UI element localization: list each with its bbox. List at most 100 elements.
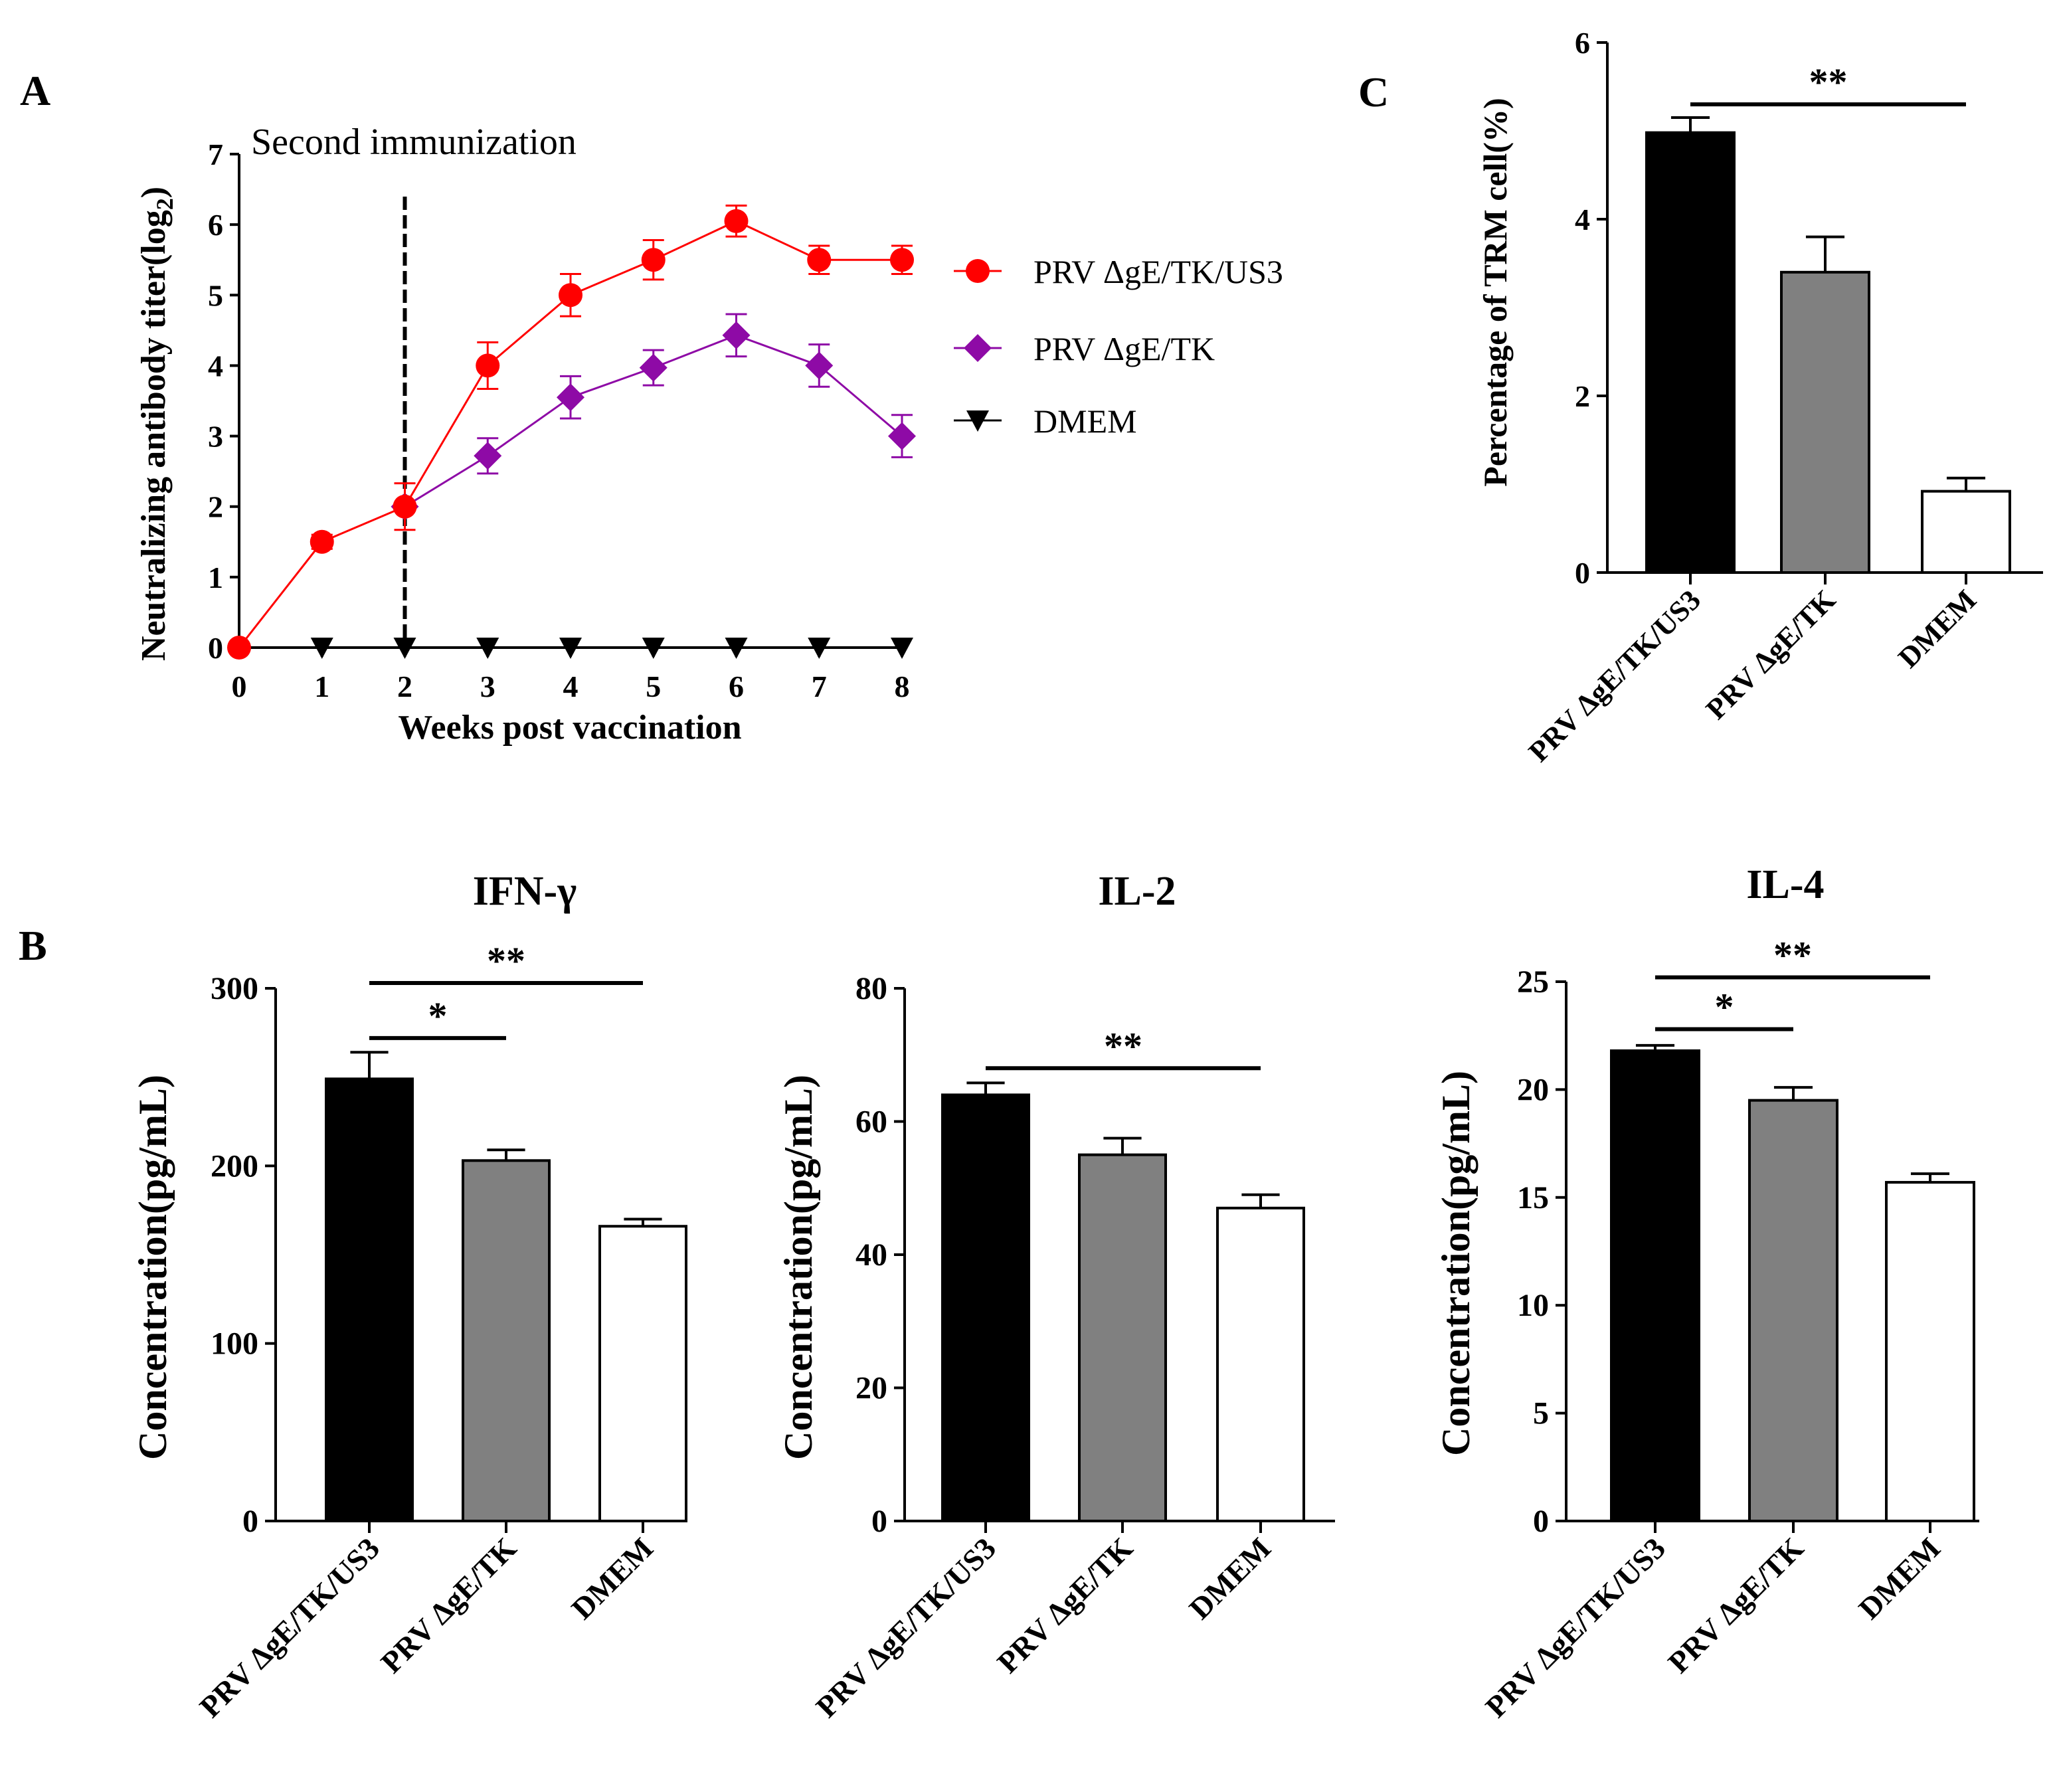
panel-a-x-label: Weeks post vaccination [398, 709, 741, 747]
c-category-label-tk: PRV ΔgE/TK [1700, 583, 1842, 725]
panel-a-y-tick-label: 6 [208, 208, 223, 242]
b3-bar-tk [1748, 1099, 1838, 1522]
panel-b-ifn-gamma-chart: IFN-γ Concentration(pg/mL) 0 100 200 300 PRV… [131, 869, 687, 1724]
data-point-us3 [393, 494, 417, 519]
b2-y-tick-label: 40 [855, 1237, 887, 1273]
b1-bar-dmem [598, 1225, 687, 1523]
data-point-tk [557, 383, 584, 412]
ifn-gamma-y-label: Concentration(pg/mL) [131, 1075, 175, 1460]
b3-significance-label: ** [1773, 934, 1812, 977]
b1-significance-label: ** [487, 939, 525, 982]
data-point-dmem [642, 638, 665, 659]
b1-bar-us3 [325, 1077, 414, 1522]
data-point-us3 [310, 529, 334, 554]
data-point-dmem [808, 638, 831, 659]
b3-y-tick-label: 10 [1517, 1288, 1549, 1323]
panel-a-x-tick-label: 2 [397, 670, 412, 703]
panel-letter-c: C [1358, 68, 1389, 116]
b2-category-label-tk: PRV ΔgE/TK [990, 1531, 1139, 1680]
panel-a-x-tick-label: 8 [895, 670, 910, 703]
b1-y-tick-label: 200 [211, 1148, 258, 1184]
data-point-dmem [393, 638, 416, 659]
b2-bar-dmem [1216, 1206, 1305, 1522]
data-point-dmem [725, 638, 748, 659]
il4-y-label: Concentration(pg/mL) [1434, 1071, 1478, 1456]
panel-b-il2-chart: IL-2 Concentration(pg/mL) 0 20 40 60 80 PRV Δ… [776, 869, 1335, 1724]
c-category-label-us3: PRV ΔgE/TK/US3 [1522, 583, 1707, 768]
panel-a-y-tick-label: 1 [208, 561, 223, 594]
b1-category-label-us3: PRV ΔgE/TK/US3 [193, 1531, 386, 1724]
b2-y-tick-label: 20 [855, 1371, 887, 1406]
data-point-us3 [641, 248, 666, 272]
panel-a-y-label-group: Neutralizing antibody titer(log2) [135, 187, 178, 661]
c-y-tick-label: 2 [1575, 379, 1590, 413]
b2-category-label-us3: PRV ΔgE/TK/US3 [809, 1531, 1002, 1724]
data-point-tk [722, 321, 751, 349]
ifn-gamma-title: IFN-γ [473, 869, 577, 914]
data-point-tk [805, 351, 834, 380]
data-point-dmem [891, 638, 913, 659]
data-point-us3 [724, 209, 749, 233]
c-bar-dmem [1921, 490, 2011, 575]
panel-a-y-tick-label: 5 [208, 278, 223, 312]
panel-a-x-tick-label: 7 [812, 670, 827, 703]
data-point-us3 [559, 283, 582, 308]
b3-y-tick-label: 0 [1533, 1504, 1549, 1539]
c-y-tick-label: 4 [1575, 203, 1590, 236]
panel-a-y-tick-label: 3 [208, 420, 223, 454]
b3-significance-label: * [1715, 985, 1734, 1028]
b3-y-tick-label: 15 [1517, 1180, 1549, 1215]
panel-a-x-tick-label: 6 [729, 670, 744, 703]
b3-y-tick-label: 5 [1533, 1396, 1549, 1431]
panel-a-y-tick-label: 0 [208, 631, 223, 665]
b3-category-label-us3: PRV ΔgE/TK/US3 [1478, 1531, 1672, 1724]
panel-a-plot-area: 0 1 2 3 4 5 6 7 0 1 2 3 4 5 6 7 8 [208, 137, 916, 703]
data-point-tk [888, 422, 916, 450]
data-point-dmem [476, 638, 499, 659]
il4-title: IL-4 [1746, 862, 1824, 907]
second-immunization-annotation: Second immunization [251, 122, 577, 163]
c-y-tick-label: 6 [1575, 26, 1590, 60]
panel-a-y-label: Neutralizing antibody titer(log2) [135, 187, 178, 661]
panel-letter-a: A [20, 67, 50, 114]
c-bar-tk [1780, 270, 1870, 574]
data-point-us3 [476, 353, 500, 378]
b1-significance-label: * [428, 994, 448, 1037]
b2-y-tick-label: 80 [855, 971, 887, 1006]
data-point-us3 [807, 248, 832, 272]
panel-a-x-tick-label: 1 [314, 670, 329, 703]
panel-a-x-tick-label: 3 [480, 670, 495, 703]
data-point-tk [639, 353, 668, 382]
b3-bar-dmem [1885, 1181, 1975, 1522]
data-point-dmem [310, 638, 333, 659]
legend-label-us3: PRV ΔgE/TK/US3 [1033, 253, 1283, 290]
b3-bar-us3 [1610, 1049, 1700, 1523]
panel-a-y-tick-label: 4 [208, 349, 223, 383]
panel-a-y-tick-label: 2 [208, 490, 223, 524]
data-point-dmem [559, 638, 582, 659]
panel-c-trm-chart: Percentage of TRM cell(%) 0 2 4 6 PRV ΔgE/TK… [1476, 26, 2043, 768]
legend-marker-dmem [966, 410, 989, 432]
panel-a-y-tick-label: 7 [208, 137, 223, 171]
b2-y-tick-label: 0 [871, 1504, 887, 1539]
il2-y-label: Concentration(pg/mL) [776, 1075, 820, 1460]
b2-bar-tk [1078, 1153, 1167, 1522]
legend-label-dmem: DMEM [1033, 403, 1137, 440]
panel-a-legend: PRV ΔgE/TK/US3 PRV ΔgE/TK DMEM [954, 253, 1283, 440]
panel-a-x-tick-label: 4 [563, 670, 579, 703]
b1-bar-tk [462, 1159, 551, 1522]
data-point-us3 [227, 636, 251, 660]
trm-y-label: Percentage of TRM cell(%) [1476, 98, 1514, 486]
panel-a-line-chart: Neutralizing antibody titer(log2) Weeks … [135, 122, 1283, 747]
legend-label-tk: PRV ΔgE/TK [1033, 330, 1215, 367]
b3-y-tick-label: 20 [1517, 1072, 1549, 1107]
c-bar-us3 [1645, 131, 1736, 575]
b1-y-tick-label: 300 [211, 971, 258, 1006]
c-category-label-dmem: DMEM [1892, 583, 1983, 674]
panel-a-x-tick-label: 0 [232, 670, 247, 703]
b1-y-tick-label: 0 [242, 1504, 258, 1539]
